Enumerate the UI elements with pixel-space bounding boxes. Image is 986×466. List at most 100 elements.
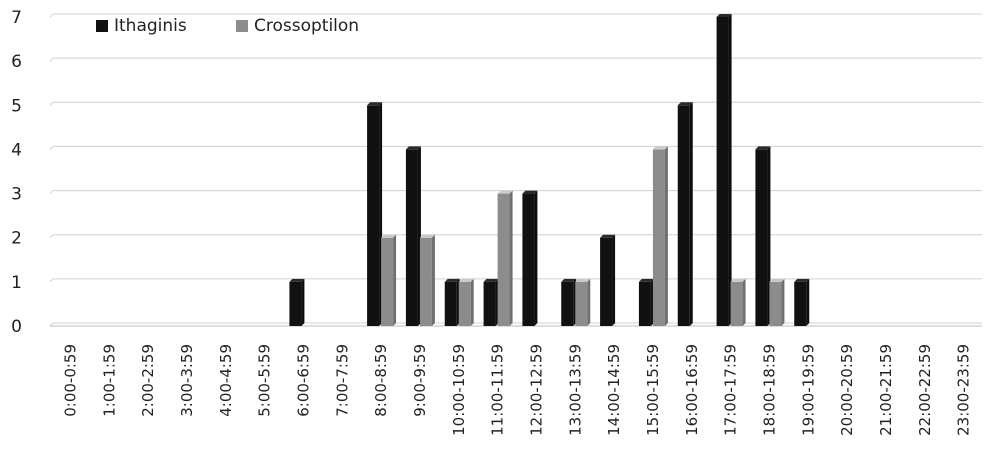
bar-front (652, 149, 665, 326)
bar-side (664, 146, 668, 326)
bar-crossoptilon-18:00-18:59 (769, 278, 785, 326)
bar-crossoptilon-8:00-8:59 (381, 234, 397, 326)
bar-ithaginis-12:00-12:59 (522, 190, 538, 326)
x-tick-label: 5:00-5:59 (256, 344, 274, 417)
bar-side (534, 190, 538, 326)
x-tick-label: 6:00-6:59 (294, 344, 312, 417)
bar-crossoptilon-13:00-13:59 (575, 278, 591, 326)
x-tick-label: 8:00-8:59 (372, 344, 390, 417)
bar-front (600, 237, 613, 326)
bar-front (419, 237, 432, 326)
bar-side (689, 102, 693, 327)
bar-side (393, 234, 397, 326)
bar-ithaginis-13:00-13:59 (561, 278, 577, 326)
bar-side (587, 278, 591, 326)
y-tick-label: 5 (11, 96, 22, 116)
bar-side (431, 234, 435, 326)
bar-ithaginis-18:00-18:59 (755, 146, 771, 326)
x-tick-label: 10:00-10:59 (450, 344, 468, 436)
gridline-join-1 (49, 278, 54, 283)
x-tick-label: 17:00-17:59 (722, 344, 740, 436)
bar-ithaginis-11:00-11:59 (483, 278, 499, 326)
legend-swatch-crossoptilon (236, 20, 248, 32)
bar-top (677, 102, 693, 106)
bar-crossoptilon-15:00-15:59 (652, 146, 668, 326)
bar-ithaginis-15:00-15:59 (638, 278, 654, 326)
bar-top (652, 146, 668, 150)
x-tick-label: 22:00-22:59 (916, 344, 934, 436)
x-tick-label: 15:00-15:59 (644, 344, 662, 436)
bar-side (612, 234, 616, 326)
x-tick-label: 21:00-21:59 (877, 344, 895, 436)
bar-side (806, 278, 810, 326)
bar-top (794, 278, 810, 282)
bar-top (561, 278, 577, 282)
bar-crossoptilon-17:00-17:59 (730, 278, 746, 326)
bar-front (497, 193, 510, 326)
bar-front (483, 281, 496, 326)
bar-crossoptilon-10:00-10:59 (458, 278, 474, 326)
bar-top (600, 234, 616, 238)
y-axis: 0 1 2 3 4 5 6 7 (11, 8, 22, 337)
x-tick-label: 19:00-19:59 (799, 344, 817, 436)
bar-side (728, 14, 732, 326)
x-tick-label: 14:00-14:59 (605, 344, 623, 436)
x-tick-label: 23:00-23:59 (955, 344, 973, 436)
x-tick-label: 12:00-12:59 (527, 344, 545, 436)
bar-crossoptilon-9:00-9:59 (419, 234, 435, 326)
bar-front (794, 281, 807, 326)
x-tick-label: 3:00-3:59 (178, 344, 196, 417)
bar-front (522, 193, 535, 326)
bar-front (381, 237, 394, 326)
y-tick-label: 6 (11, 52, 22, 72)
bar-top (575, 278, 591, 282)
bar-side (509, 190, 513, 326)
bar-top (444, 278, 460, 282)
y-tick-label: 7 (11, 8, 22, 28)
gridline-join-5 (49, 101, 54, 106)
legend: Ithaginis Crossoptilon (96, 16, 359, 36)
bar-top (730, 278, 746, 282)
bar-front (638, 281, 651, 326)
legend-swatch-ithaginis (96, 20, 108, 32)
gridline-join-4 (49, 146, 54, 150)
gridline-join-2 (49, 234, 54, 239)
gridline-join-6 (49, 57, 54, 62)
y-tick-label: 2 (11, 229, 22, 249)
bar-ithaginis-10:00-10:59 (444, 278, 460, 326)
bar-top (638, 278, 654, 282)
y-tick-label: 1 (11, 273, 22, 293)
bar-top (367, 102, 383, 106)
bars (289, 14, 810, 327)
bar-top (419, 234, 435, 238)
x-tick-label: 11:00-11:59 (489, 344, 507, 436)
bar-top (405, 146, 421, 150)
bar-top (483, 278, 499, 282)
bar-top (522, 190, 538, 194)
bar-side (301, 278, 305, 326)
gridline-join-3 (49, 190, 54, 194)
x-axis: 0:00-0:59 1:00-1:59 2:00-2:59 3:00-3:59 4:00… (61, 344, 972, 436)
x-tick-label: 13:00-13:59 (566, 344, 584, 436)
bar-top (458, 278, 474, 282)
x-tick-label: 7:00-7:59 (333, 344, 351, 417)
x-tick-label: 2:00-2:59 (139, 344, 157, 417)
bar-front (444, 281, 457, 326)
bar-top (716, 14, 732, 17)
bar-crossoptilon-11:00-11:59 (497, 190, 513, 326)
bar-side (742, 278, 746, 326)
bar-ithaginis-8:00-8:59 (367, 102, 383, 327)
bar-ithaginis-9:00-9:59 (405, 146, 421, 326)
bar-ithaginis-19:00-19:59 (794, 278, 810, 326)
bar-front (755, 149, 768, 326)
bar-side (767, 146, 771, 326)
x-tick-label: 1:00-1:59 (100, 344, 118, 417)
y-tick-label: 0 (11, 317, 22, 337)
x-tick-label: 0:00-0:59 (61, 344, 79, 417)
bar-top (769, 278, 785, 282)
y-tick-label: 4 (11, 140, 22, 160)
bar-side (470, 278, 474, 326)
bar-ithaginis-16:00-16:59 (677, 102, 693, 327)
